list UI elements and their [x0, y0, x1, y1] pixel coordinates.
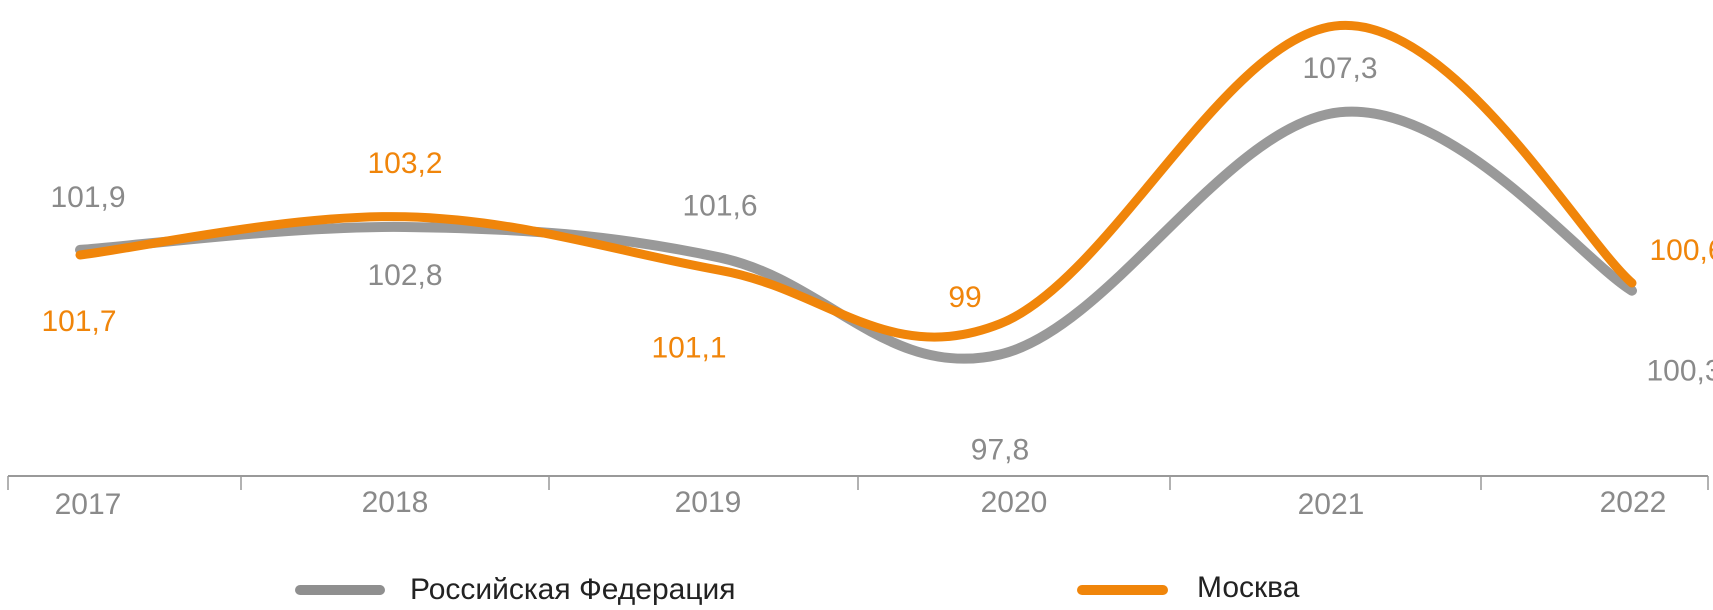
data-label-moscow: 101,7 — [41, 305, 116, 338]
series-line-russia — [75, 106, 1637, 364]
data-label-moscow: 99 — [948, 281, 981, 314]
data-label-russia: 107,3 — [1302, 52, 1377, 85]
data-label-russia: 101,6 — [682, 190, 757, 223]
data-label-russia: 102,8 — [367, 259, 442, 292]
legend-label-moscow: Москва — [1197, 571, 1300, 604]
series-lines — [75, 20, 1637, 364]
x-tick-label: 2021 — [1298, 488, 1365, 521]
data-label-russia: 100,3 — [1646, 355, 1713, 388]
data-label-moscow: 103,2 — [367, 147, 442, 180]
x-tick-label: 2017 — [55, 488, 122, 521]
legend-label-russia: Российская Федерация — [410, 573, 736, 606]
data-label-moscow: 100,6 — [1649, 234, 1713, 267]
data-label-russia: 101,9 — [50, 181, 125, 214]
series-line-moscow — [75, 20, 1637, 342]
data-label-moscow: 101,1 — [651, 331, 726, 364]
x-axis: 2017 2018 2019 2020 2021 2022 — [7, 475, 1709, 521]
data-label-russia: 97,8 — [971, 433, 1029, 466]
x-tick-label: 2020 — [981, 486, 1048, 519]
x-tick-label: 2018 — [362, 486, 429, 519]
x-tick-label: 2022 — [1600, 486, 1667, 519]
x-tick-label: 2019 — [675, 486, 742, 519]
legend: Российская Федерация Москва — [295, 571, 1300, 606]
data-labels: 101,9 102,8 101,6 97,8 107,3 100,3 101,7 103,2 1… — [41, 52, 1713, 466]
